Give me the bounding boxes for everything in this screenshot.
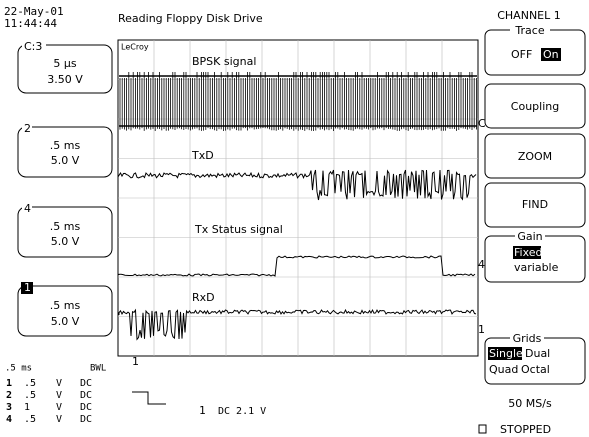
channel-id: C:3 [24,40,42,53]
bwl: BWL [90,364,106,374]
volts: 3.50 V [47,73,83,86]
table-cell: DC [80,414,92,425]
volts: 5.0 V [51,235,80,248]
table-cell: V [56,390,62,401]
waveform [119,310,476,339]
option[interactable]: Fixed [514,246,543,259]
menu-title: Gain [517,230,542,243]
option[interactable]: OFF [511,48,532,61]
title: Reading Floppy Disk Drive [118,12,263,25]
channel-box: C:3 5 µs 3.50 V [18,40,112,93]
volts: 5.0 V [51,154,80,167]
trigger-symbol [132,392,166,404]
scope-screen: 22-May-01 11:44:44 Reading Floppy Disk D… [0,0,589,437]
table-cell: DC [80,378,92,389]
channel-id: 1 [24,281,31,294]
trace-label: Tx Status signal [194,223,283,236]
volts: 5.0 V [51,315,80,328]
option[interactable]: variable [514,261,559,274]
table-cell: .5 [24,390,36,401]
waveform [120,72,476,131]
table-cell: DC [80,390,92,401]
table-cell: 1 [24,402,30,413]
trigger-level: DC 2.1 V [218,406,266,417]
option[interactable]: Single [489,347,523,360]
timebase: 5 µs [53,57,76,70]
channel-box: 2 .5 ms 5.0 V [18,122,112,177]
trace-label: RxD [192,291,215,304]
channel-id: 4 [24,202,31,215]
option[interactable]: Quad [489,363,518,376]
waveform [119,256,475,276]
table-cell: V [56,402,62,413]
menu: Trace OFF On Coupling ZOOM FIND Gain Fix… [485,24,585,384]
button-label[interactable]: ZOOM [518,150,552,163]
menu-title: Trace [514,24,544,37]
channel: CHANNEL 1 [497,9,561,22]
marker: 1 [132,355,139,368]
channel-box: 1 .5 ms 5.0 V [18,281,112,336]
marker: 4 [478,258,485,271]
state-icon [479,425,486,433]
table-cell: .5 [24,378,36,389]
table-cell: 3 [6,402,12,413]
marker: 1 [478,323,485,336]
waveform [119,170,476,200]
logo: LeCroy [121,43,149,52]
trace-label: BPSK signal [192,55,256,68]
table-cell: V [56,414,62,425]
time: 11:44:44 [4,17,57,30]
sample-rate: 50 MS/s [508,397,552,410]
trace-label: TxD [191,149,214,162]
timebase: .5 ms [5,364,32,374]
option[interactable]: On [543,48,559,61]
timebase: .5 ms [50,139,81,152]
option[interactable]: Octal [521,363,550,376]
channel-id: 2 [24,122,31,135]
timebase: .5 ms [50,220,81,233]
option[interactable]: Dual [525,347,550,360]
channel-box: 4 .5 ms 5.0 V [18,202,112,257]
button-label[interactable]: Coupling [511,100,559,113]
state: STOPPED [500,423,551,436]
menu-title: Grids [513,332,542,345]
button-label[interactable]: FIND [522,198,548,211]
trigger-channel: 1 [199,404,206,417]
timebase: .5 ms [50,299,81,312]
table-cell: V [56,378,62,389]
table-cell: 1 [6,378,12,389]
table-cell: .5 [24,414,36,425]
table-cell: 4 [6,414,12,425]
table-cell: 2 [6,390,12,401]
table-cell: DC [80,402,92,413]
